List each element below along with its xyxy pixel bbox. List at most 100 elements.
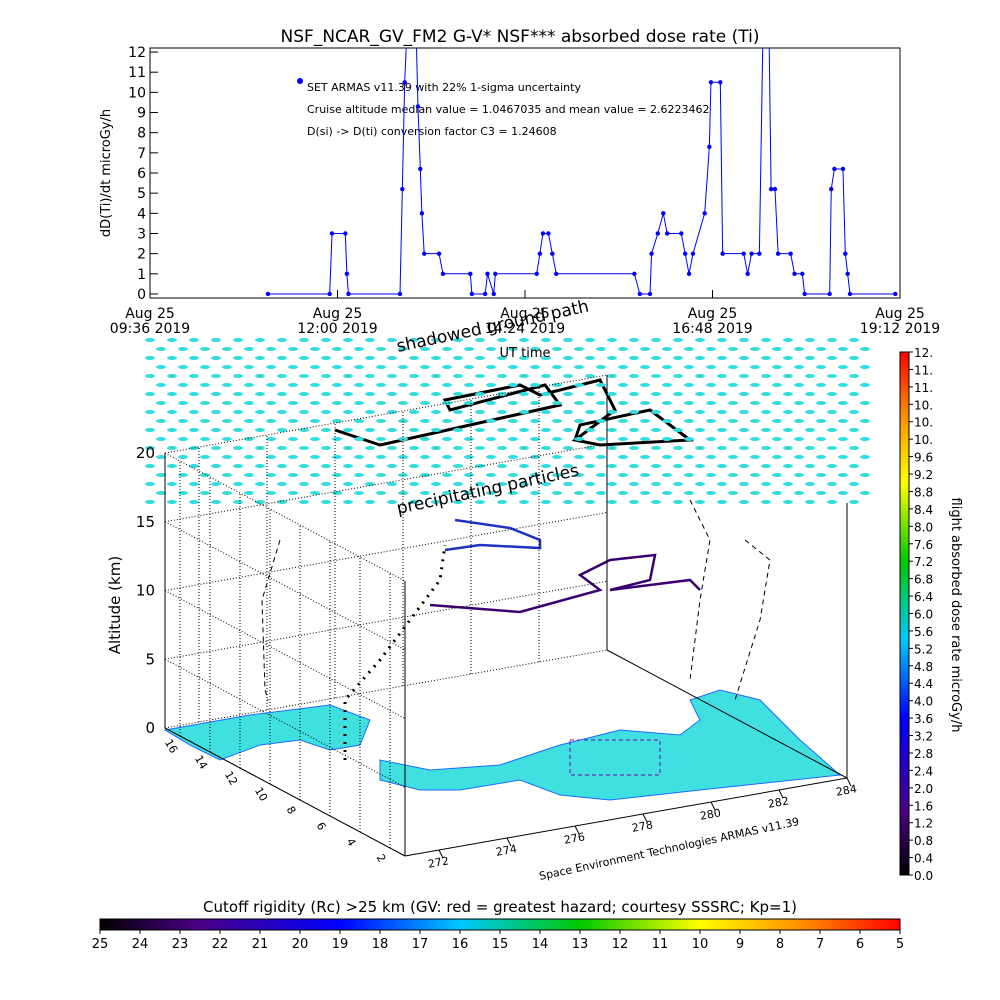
grid-line (164, 452, 406, 582)
particle (431, 428, 441, 432)
ground-track (569, 739, 661, 776)
dose-point (772, 186, 778, 192)
particle (277, 338, 287, 342)
particle (156, 347, 166, 351)
particle (475, 374, 485, 378)
particle (299, 374, 309, 378)
particle (706, 491, 716, 495)
particle (860, 491, 870, 495)
particle (706, 401, 716, 405)
particle (376, 455, 386, 459)
y-tick-label: 16 (162, 737, 180, 756)
x-tick-label: Aug 25 12:00 2019 (297, 306, 377, 337)
dose-line (267, 48, 896, 295)
particle (827, 356, 837, 360)
particle (629, 410, 639, 414)
particle (266, 401, 276, 405)
colorbar (99, 918, 901, 931)
particle (486, 473, 496, 477)
dose-point (327, 291, 332, 297)
particle (167, 464, 177, 468)
particle (442, 383, 452, 387)
flight-loop (444, 518, 542, 552)
particle (365, 338, 375, 342)
particle (233, 500, 243, 504)
colorbar-tick-label: 13 (572, 937, 589, 952)
colorbar-tick-label: 8 (776, 937, 784, 952)
y-tick-label: 2 (374, 852, 389, 865)
particle (739, 338, 749, 342)
particle (827, 464, 837, 468)
particle (420, 365, 430, 369)
particle (321, 338, 331, 342)
particle (167, 374, 177, 378)
wall-trace (261, 539, 281, 701)
particle (310, 383, 320, 387)
particle (684, 347, 694, 351)
particle (497, 500, 507, 504)
particle (728, 383, 738, 387)
dose-point (482, 291, 488, 297)
particle (695, 410, 705, 414)
particle (178, 401, 188, 405)
particle (794, 401, 804, 405)
particle (684, 437, 694, 441)
particle (409, 356, 419, 360)
dose-point (686, 271, 692, 277)
particle (431, 338, 441, 342)
particle (475, 464, 485, 468)
particle (288, 347, 298, 351)
colorbar-tick-label: 8.8 (914, 485, 933, 499)
particle (189, 464, 199, 468)
particle (200, 491, 210, 495)
particle (167, 500, 177, 504)
colorbar-tick-label: 24 (132, 937, 149, 952)
particle (772, 419, 782, 423)
particle (662, 419, 672, 423)
particle (178, 347, 188, 351)
colorbar-tick-label: 11. (914, 363, 933, 377)
particle (442, 473, 452, 477)
particle (838, 419, 848, 423)
z-tick-label: 5 (145, 650, 155, 668)
axis-edge (606, 649, 848, 779)
land (163, 704, 371, 761)
particle (299, 500, 309, 504)
particle (145, 482, 155, 486)
particle (849, 356, 859, 360)
particle (849, 374, 859, 378)
particle (332, 455, 342, 459)
particle (211, 356, 221, 360)
grid-line (164, 512, 608, 591)
dose-point (537, 251, 543, 256)
colorbar-tick-label: 3.6 (914, 712, 933, 726)
particle (288, 365, 298, 369)
particle (816, 437, 826, 441)
particle (222, 473, 232, 477)
particle (717, 392, 727, 396)
particle (233, 374, 243, 378)
particle (354, 455, 364, 459)
particle (662, 347, 672, 351)
dose-point (436, 251, 442, 256)
particle (145, 428, 155, 432)
particle (541, 392, 551, 396)
dose-point (649, 251, 654, 256)
particle (596, 491, 606, 495)
particle (178, 383, 188, 387)
particle (442, 491, 452, 495)
particle (409, 410, 419, 414)
annotation: D(si) -> D(ti) conversion factor C3 = 1.… (307, 125, 557, 138)
particle (464, 383, 474, 387)
colorbar-tick-label: 2.8 (914, 747, 933, 761)
particle (739, 500, 749, 504)
particle (574, 455, 584, 459)
particle (519, 428, 529, 432)
particle (497, 464, 507, 468)
particle (233, 482, 243, 486)
particle (607, 482, 617, 486)
particle (453, 356, 463, 360)
particle (706, 473, 716, 477)
particle (596, 437, 606, 441)
particle (156, 473, 166, 477)
